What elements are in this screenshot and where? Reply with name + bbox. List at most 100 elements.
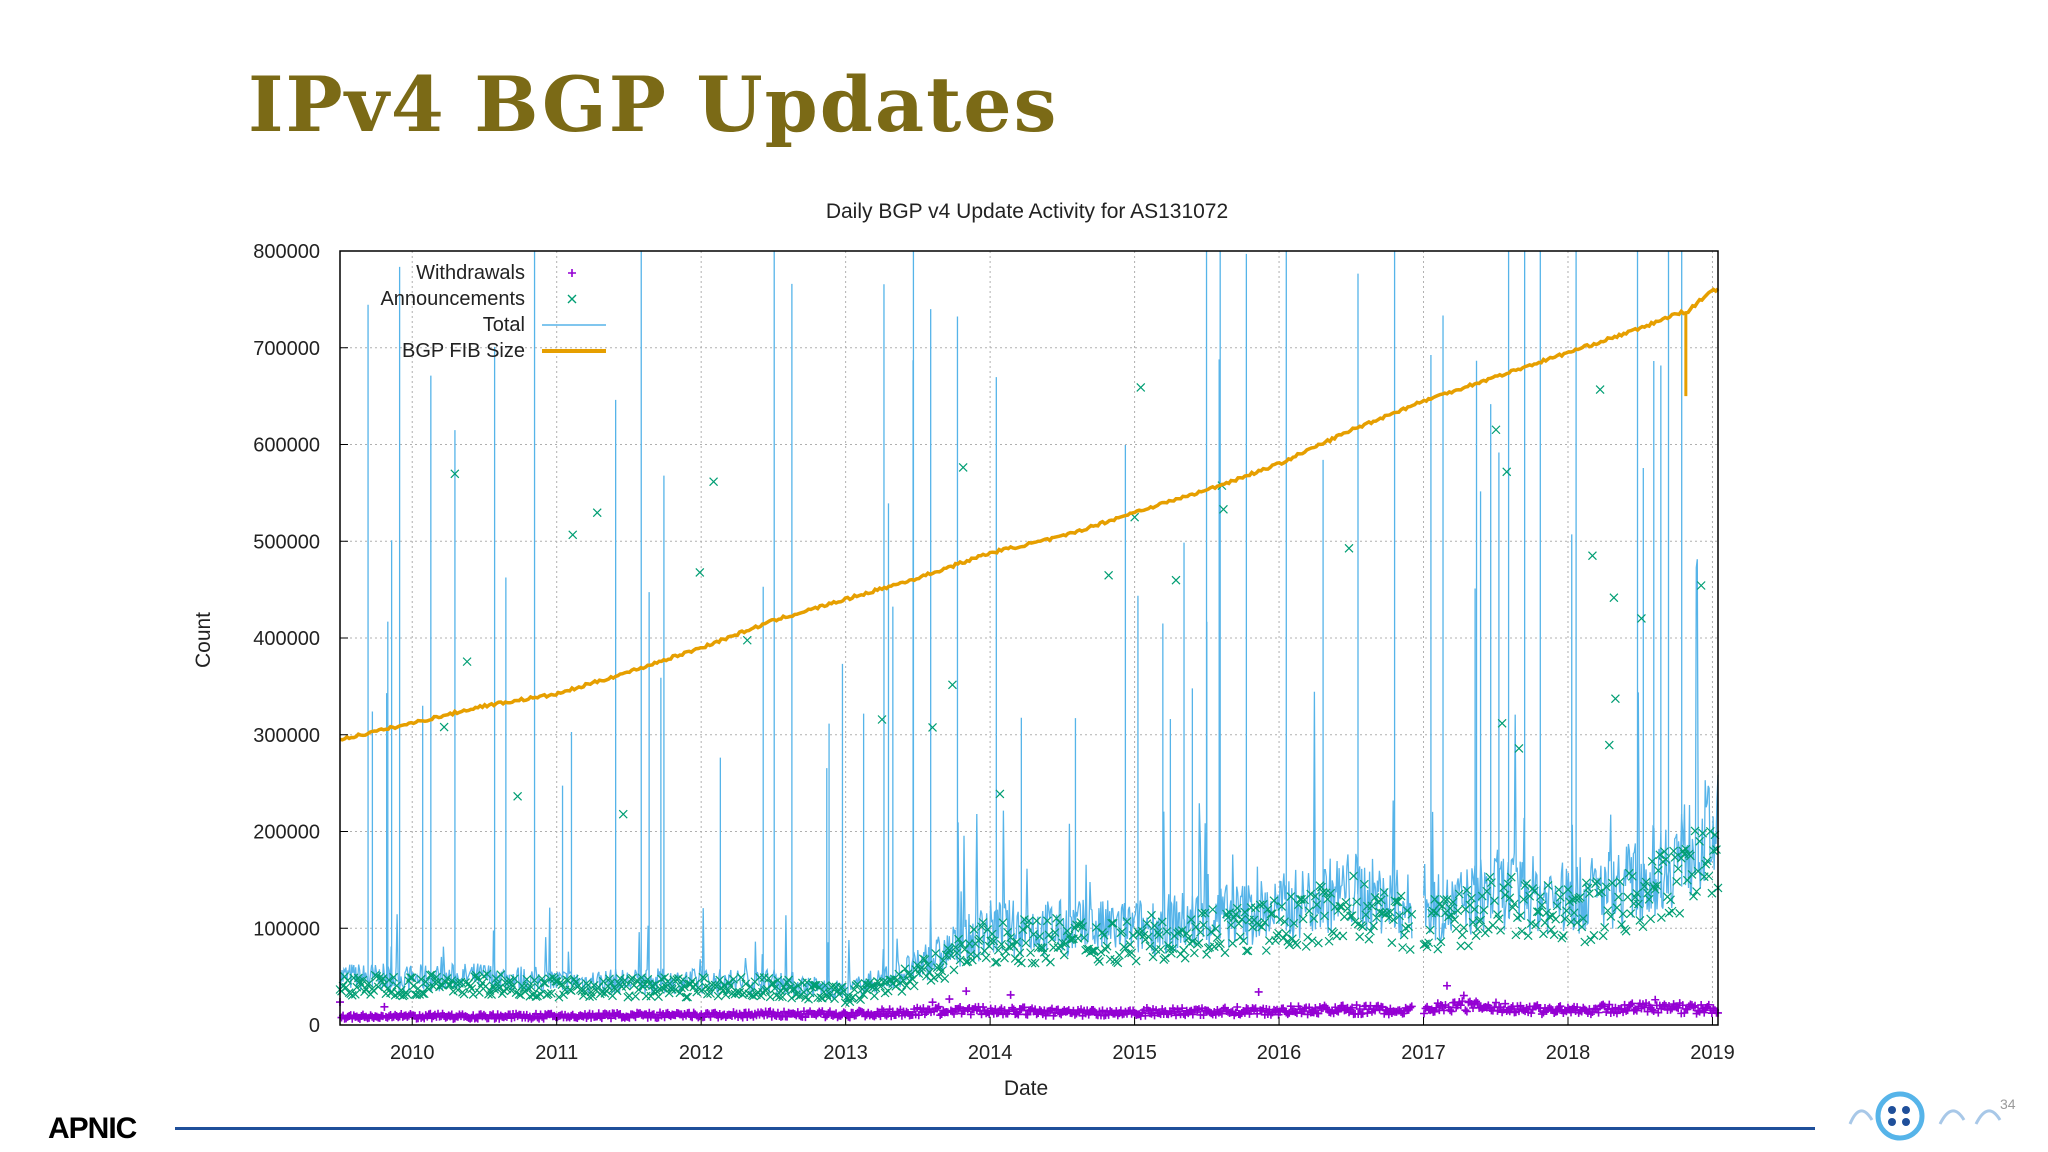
announcement-point [1240,907,1250,917]
withdrawal-point [1501,999,1510,1008]
announcement-point [1099,930,1109,940]
announcement-point [1601,882,1611,892]
withdrawal-point [1291,1008,1300,1017]
announcement-point [462,657,472,667]
announcement-point [660,973,670,982]
announcement-point [1372,913,1381,923]
withdrawal-point [1141,1011,1150,1020]
announcement-point [1127,948,1137,958]
announcement-point [1006,933,1016,942]
announcement-point [647,981,657,990]
announcement-point [1168,944,1178,953]
announcement-point [1324,936,1334,946]
announcement-point [722,986,732,996]
announcement-point [628,973,637,983]
withdrawal-point [597,1014,606,1023]
announcement-point [1042,916,1052,926]
announcement-point [1641,877,1651,887]
announcement-point [1026,948,1035,958]
withdrawal-point [1199,1011,1208,1020]
withdrawal-point [1355,1005,1364,1014]
withdrawal-point [1694,1006,1703,1015]
announcement-point [407,973,417,983]
announcement-point [744,989,754,999]
announcement-point [1681,844,1691,854]
announcement-point [1079,933,1089,943]
withdrawal-point [825,1007,834,1016]
announcement-point [1335,901,1345,911]
announcement-point [1304,906,1314,916]
announcement-point [1030,958,1040,968]
announcement-point [770,983,780,993]
announcement-point [986,936,996,946]
withdrawal-point [1338,1001,1347,1010]
announcement-point [1049,943,1058,953]
announcement-point [778,992,787,1002]
announcement-point [1310,891,1320,901]
announcement-point [1303,932,1313,942]
announcement-point [1202,949,1212,959]
announcement-point [954,934,963,944]
withdrawal-point [1459,991,1468,1000]
announcement-point [670,985,680,995]
announcement-point [1349,871,1359,881]
withdrawal-point [1626,1000,1635,1009]
announcement-point [1661,855,1671,864]
withdrawal-point [1286,1002,1295,1011]
announcement-point [1496,925,1506,935]
announcement-point [1075,920,1084,930]
announcement-point [1600,922,1610,932]
announcement-point [883,986,893,996]
announcement-point [439,722,449,732]
announcement-point [1107,918,1117,928]
withdrawal-point [1491,998,1500,1007]
announcement-point [1000,953,1009,963]
announcement-point [952,948,962,958]
announcement-point [1545,912,1555,922]
announcement-point [1577,922,1587,932]
announcement-point [1698,828,1708,838]
y-axis-ticks: 0 100000 200000 300000 400000 500000 600000 700… [253,241,348,1037]
announcement-point [1232,903,1242,913]
announcement-point [787,993,797,1003]
announcement-point [1537,900,1547,910]
announcement-point [1343,904,1352,914]
announcement-point [432,972,441,982]
announcement-point [681,992,691,1002]
announcement-point [1355,932,1365,942]
announcement-point [1535,892,1545,902]
announcement-point [1399,930,1409,940]
announcement-point [1425,925,1435,935]
withdrawal-point [1047,1004,1056,1013]
announcement-point [360,987,369,997]
announcement-point [402,989,412,999]
announcement-point [1157,917,1167,927]
announcement-point [539,978,549,988]
announcement-point [406,973,415,983]
announcement-point [1592,877,1602,887]
announcement-point [416,974,426,984]
announcement-point [459,989,469,999]
announcement-point [810,980,820,990]
announcement-point [1052,913,1061,923]
withdrawal-point [966,1010,975,1019]
announcement-point [1479,905,1489,915]
footer-divider [175,1127,1815,1130]
withdrawal-point [1472,997,1481,1006]
announcement-point [606,978,616,988]
announcement-point [1467,893,1476,903]
withdrawal-point [1507,1003,1516,1012]
withdrawal-point [954,1004,963,1013]
announcement-point [1633,899,1643,909]
withdrawal-point [1704,1000,1713,1009]
y-tick-label: 400000 [253,628,320,650]
announcement-point [1676,853,1686,863]
announcement-point [1453,906,1463,916]
announcement-point [699,973,709,983]
announcement-point [1189,948,1199,958]
announcement-point [514,989,524,999]
announcement-point [510,974,519,984]
withdrawal-point [845,1013,854,1022]
withdrawal-point [1612,1009,1621,1018]
